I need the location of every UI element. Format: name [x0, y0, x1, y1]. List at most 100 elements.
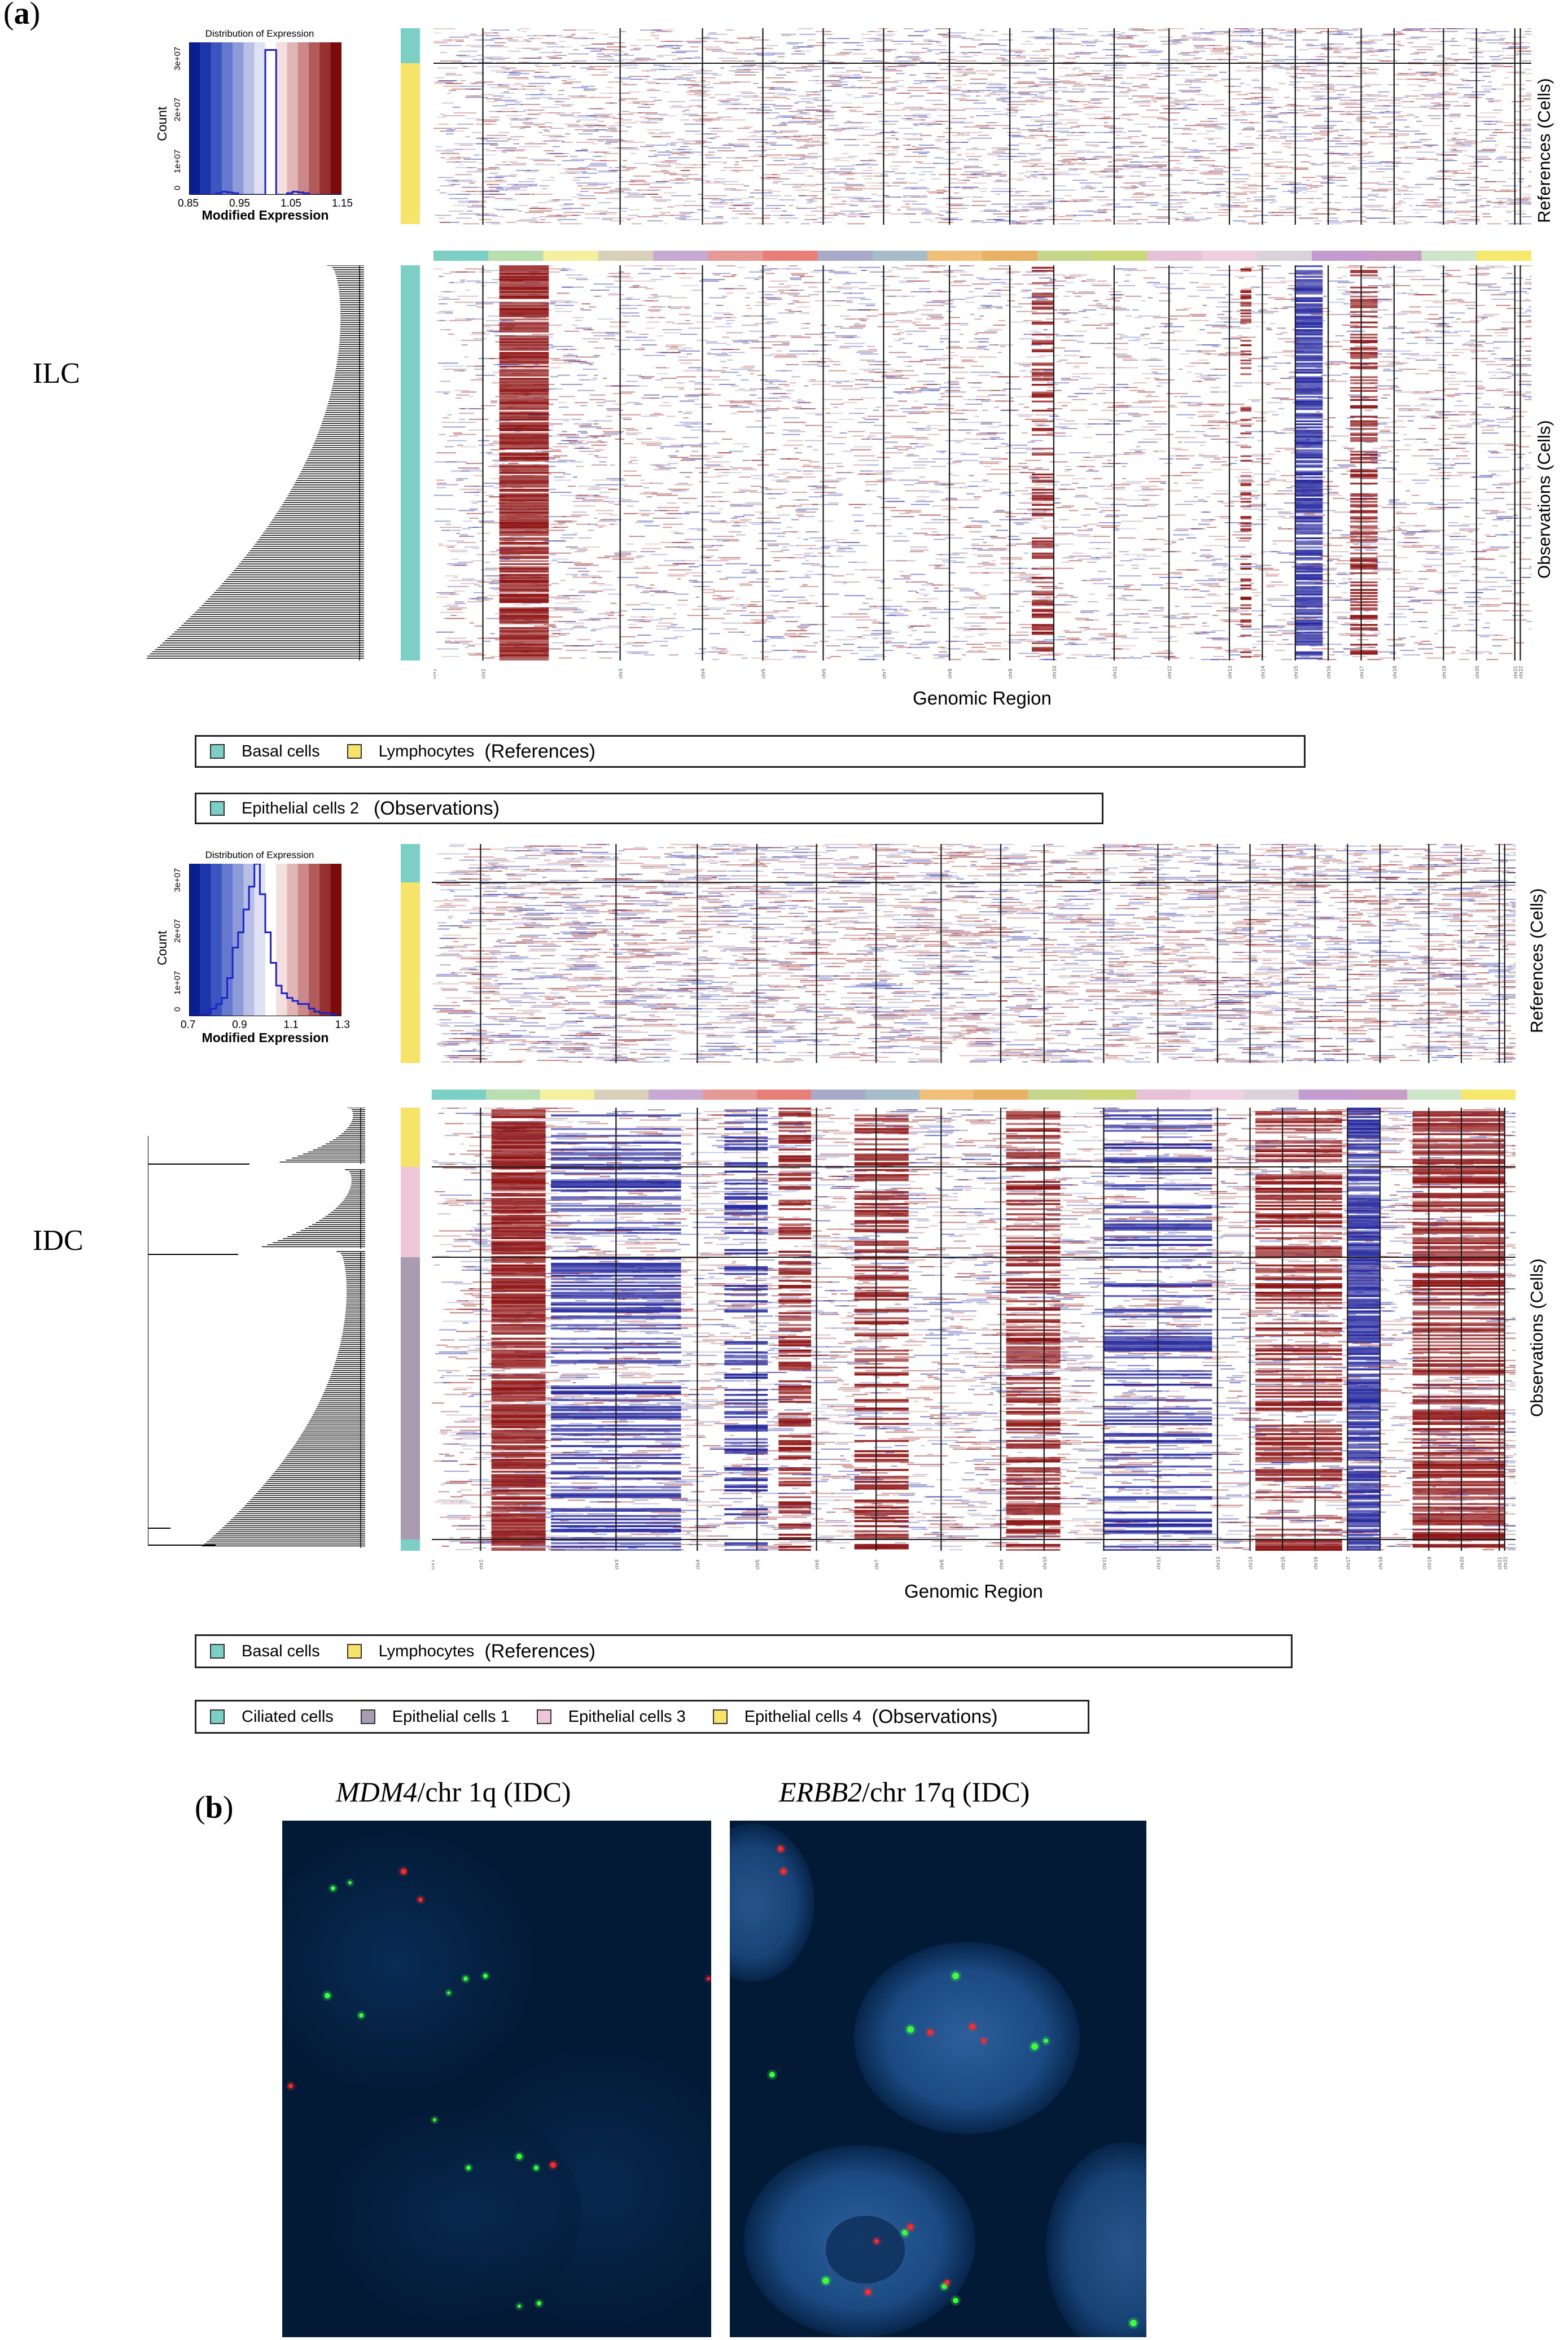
heatmap-cell [659, 115, 676, 116]
heatmap-cell [807, 134, 826, 136]
heatmap-cell [757, 87, 774, 89]
heatmap-cell [640, 116, 649, 118]
heatmap-cell [1483, 216, 1492, 217]
heatmap-cell [746, 305, 750, 306]
heatmap-cell [859, 266, 881, 268]
heatmap-cell [729, 205, 742, 206]
heatmap-cell [1403, 198, 1414, 199]
heatmap-cell [547, 153, 569, 154]
heatmap-cell [438, 80, 457, 81]
heatmap-cell [1246, 42, 1266, 43]
heatmap-cell [499, 321, 549, 323]
heatmap-cell [685, 58, 702, 59]
heatmap-cell [980, 43, 999, 45]
heatmap-cell [991, 203, 1010, 205]
heatmap-cell [1470, 335, 1492, 336]
heatmap-cell [1061, 161, 1071, 163]
heatmap-cell [1083, 309, 1097, 310]
heatmap-cell [823, 42, 834, 43]
heatmap-cell [1408, 69, 1412, 70]
heatmap-cell [1239, 111, 1246, 112]
heatmap-cell [1424, 222, 1443, 223]
heatmap-cell [1422, 81, 1430, 83]
heatmap-cell [1524, 129, 1531, 130]
heatmap-cell [772, 344, 790, 345]
heatmap-cell [1369, 165, 1383, 167]
heatmap-cell [1125, 274, 1131, 276]
heatmap-cell [1504, 200, 1528, 202]
heatmap-cell [484, 181, 507, 182]
heatmap-cell [1526, 80, 1531, 81]
heatmap-cell [1243, 128, 1255, 129]
heatmap-cell [1221, 310, 1234, 312]
heatmap-cell [1151, 98, 1163, 99]
heatmap-cell [811, 140, 820, 142]
heatmap-cell [689, 174, 698, 176]
heatmap-cell [1240, 29, 1251, 31]
heatmap-cell [506, 189, 527, 191]
heatmap-cell [1153, 317, 1168, 318]
heatmap-cell [937, 192, 944, 194]
heatmap-cell [945, 142, 969, 143]
heatmap-cell [1452, 150, 1468, 151]
heatmap-cell [1232, 202, 1246, 203]
heatmap-cell [550, 153, 563, 154]
heatmap-cell [571, 196, 578, 198]
heatmap-cell [496, 209, 518, 211]
heatmap-cell [1098, 177, 1122, 178]
heatmap-cell [1142, 99, 1158, 101]
heatmap-cell [1203, 38, 1212, 40]
heatmap-cell [476, 137, 494, 139]
heatmap-cell [1313, 91, 1335, 93]
heatmap-cell [1290, 167, 1308, 168]
heatmap-cell [1160, 170, 1182, 171]
heatmap-cell [633, 47, 642, 49]
heatmap-cell [435, 146, 442, 147]
heatmap-cell [499, 271, 549, 273]
heatmap-cell [1172, 330, 1181, 332]
heatmap-cell [1524, 110, 1530, 111]
heatmap-cell [1484, 343, 1494, 344]
heatmap-cell [490, 29, 510, 31]
heatmap-cell [884, 90, 895, 91]
heatmap-cell [1293, 140, 1314, 142]
heatmap-cell [458, 200, 479, 202]
heatmap-cell [440, 185, 454, 187]
heatmap-cell [1148, 50, 1163, 52]
heatmap-cell [846, 94, 853, 95]
heatmap-cell [1210, 192, 1221, 194]
heatmap-cell [1418, 159, 1438, 160]
heatmap-cell [961, 132, 983, 133]
heatmap-cell [590, 97, 612, 98]
heatmap-cell [901, 108, 924, 110]
heatmap-cell [1420, 72, 1429, 73]
heatmap-cell [948, 219, 956, 220]
heatmap-cell [732, 339, 741, 341]
heatmap-cell [732, 203, 755, 205]
heatmap-cell [824, 55, 846, 56]
heatmap-cell [628, 215, 639, 216]
heatmap-cell [821, 332, 836, 334]
heatmap-cell [1350, 321, 1378, 323]
heatmap-cell [626, 126, 632, 128]
heatmap-cell [1329, 301, 1345, 303]
heatmap-cell [1240, 312, 1252, 314]
heatmap-cell [1005, 305, 1009, 306]
heatmap-cell [755, 142, 777, 143]
heatmap-cell [940, 69, 961, 70]
heatmap-cell [499, 274, 549, 277]
heatmap-cell [1412, 209, 1433, 211]
heatmap-cell [1194, 47, 1216, 49]
heatmap-cell [565, 133, 571, 135]
heatmap-cell [760, 142, 768, 143]
heatmap-cell [1170, 315, 1190, 317]
heatmap-cell [1486, 265, 1504, 266]
heatmap-cell [1514, 300, 1531, 301]
heatmap-cell [1113, 338, 1122, 340]
heatmap-cell [1368, 151, 1373, 153]
heatmap-cell [1295, 265, 1323, 268]
heatmap-cell [1368, 171, 1385, 173]
heatmap-cell [1528, 171, 1531, 173]
heatmap-cell [1366, 94, 1381, 95]
heatmap-cell [1143, 277, 1155, 279]
